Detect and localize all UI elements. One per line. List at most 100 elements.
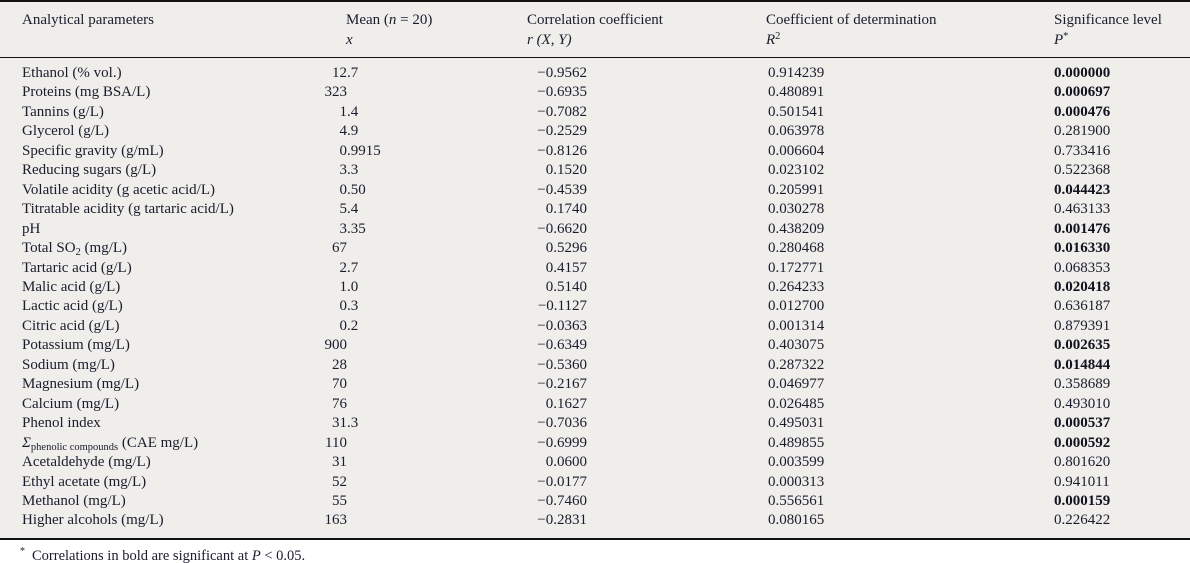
correlation-value: −0.2167 [537, 376, 587, 393]
parameter-cell: Reducing sugars (g/L) [22, 162, 157, 179]
table-row: Ethanol (% vol.) 12.7 −0.9562 0.914239 0… [0, 58, 1190, 84]
table-row: Citric acid (g/L) 0.2 −0.0363 0.001314 0… [0, 317, 1190, 336]
parameter-cell: Ethanol (% vol.) [22, 65, 122, 81]
parameter-cell: Titratable acidity (g tartaric acid/L) [22, 201, 234, 218]
r-squared-cell: 0.280468 [768, 240, 825, 257]
mean-fraction-part: .3 [347, 162, 359, 179]
r-squared-cell: 0.403075 [768, 337, 825, 354]
table-row: Potassium (mg/L) 900 −0.6349 0.403075 0.… [0, 336, 1190, 355]
mean-integer-part: 3 [339, 162, 348, 179]
correlation-cell: −0.2167 [527, 375, 766, 394]
r-squared-cell: 0.501541 [768, 103, 825, 120]
correlation-cell: −0.8126 [527, 142, 766, 161]
significance-cell: 0.014844 [1054, 356, 1111, 373]
significance-cell: 0.941011 [1054, 473, 1110, 490]
mean-cell: 1.0 [317, 278, 527, 297]
mean-cell: 5.4 [317, 200, 527, 219]
footnote-asterisk: * [20, 545, 25, 557]
header-label: Mean (n = 20) [346, 12, 433, 28]
table-row: Ethyl acetate (mg/L) 52 −0.0177 0.000313… [0, 473, 1190, 492]
mean-integer-part: 0 [339, 142, 348, 159]
mean-cell: 3.3 [317, 161, 527, 180]
correlation-cell: −0.6999 [527, 434, 766, 453]
mean-integer-part: 67 [332, 240, 347, 257]
table-row: Magnesium (mg/L) 70 −0.2167 0.046977 0.3… [0, 375, 1190, 394]
table-row: Phenol index 31.3 −0.7036 0.495031 0.000… [0, 414, 1190, 433]
correlation-cell: −0.6935 [527, 83, 766, 102]
correlation-cell: −0.7036 [527, 414, 766, 433]
mean-cell: 31.3 [317, 414, 527, 433]
mean-integer-part: 31 [332, 454, 347, 471]
table-row: Sodium (mg/L) 28 −0.5360 0.287322 0.0148… [0, 356, 1190, 375]
significance-cell: 0.020418 [1054, 278, 1111, 295]
mean-cell: 1.4 [317, 103, 527, 122]
significance-cell: 0.358689 [1054, 376, 1111, 393]
mean-fraction-part: .35 [347, 220, 366, 237]
mean-fraction-part: .4 [347, 201, 359, 218]
significance-cell: 0.879391 [1054, 317, 1111, 334]
parameter-cell: Glycerol (g/L) [22, 123, 110, 140]
mean-integer-part: 52 [332, 473, 347, 490]
table-row: Calcium (mg/L) 76 0.1627 0.026485 0.4930… [0, 395, 1190, 414]
correlation-value: −0.2529 [537, 123, 587, 140]
correlation-value: −0.0363 [537, 317, 587, 334]
col-header-significance-level: Significance level P* [1050, 2, 1190, 58]
correlation-value: 0.5296 [545, 240, 587, 257]
significance-cell: 0.733416 [1054, 142, 1111, 159]
mean-integer-part: 76 [332, 395, 347, 412]
correlation-value: −0.1127 [537, 298, 587, 315]
parameter-cell: Lactic acid (g/L) [22, 298, 123, 315]
correlation-value: 0.1520 [545, 162, 587, 179]
mean-cell: 55 [317, 492, 527, 511]
table-row: Glycerol (g/L) 4.9 −0.2529 0.063978 0.28… [0, 122, 1190, 141]
correlation-value: −0.4539 [537, 181, 587, 198]
significance-cell: 0.000476 [1054, 103, 1111, 120]
correlation-cell: −0.0363 [527, 317, 766, 336]
significance-cell: 0.016330 [1054, 240, 1111, 257]
r-squared-cell: 0.012700 [768, 298, 825, 315]
parameter-cell: Specific gravity (g/mL) [22, 142, 164, 159]
mean-integer-part: 1 [339, 278, 348, 295]
header-label: Coefficient of determination [766, 12, 937, 28]
r-squared-cell: 0.026485 [768, 395, 825, 412]
significance-cell: 0.493010 [1054, 395, 1111, 412]
mean-integer-part: 2 [339, 259, 348, 276]
table-row: Higher alcohols (mg/L) 163 −0.2831 0.080… [0, 511, 1190, 537]
significance-cell: 0.281900 [1054, 123, 1111, 140]
correlation-value: −0.9562 [537, 65, 587, 81]
header-sublabel [22, 30, 317, 50]
mean-cell: 0.50 [317, 181, 527, 200]
significance-cell: 0.000537 [1054, 415, 1111, 432]
parameter-cell: Tannins (g/L) [22, 103, 104, 120]
r-squared-cell: 0.264233 [768, 278, 825, 295]
r-squared-cell: 0.172771 [768, 259, 825, 276]
r-squared-cell: 0.000313 [768, 473, 825, 490]
correlation-value: −0.5360 [537, 356, 587, 373]
mean-cell: 3.35 [317, 220, 527, 239]
parameter-cell: Proteins (mg BSA/L) [22, 84, 151, 101]
mean-fraction-part: .2 [347, 317, 359, 334]
r-squared-cell: 0.080165 [768, 512, 825, 529]
mean-cell: 900 [317, 336, 527, 355]
mean-integer-part: 12 [332, 65, 347, 81]
correlation-cell: 0.5296 [527, 239, 766, 258]
significance-cell: 0.000159 [1054, 492, 1111, 509]
r-squared-cell: 0.063978 [768, 123, 825, 140]
table-row: Methanol (mg/L) 55 −0.7460 0.556561 0.00… [0, 492, 1190, 511]
correlation-cell: −0.1127 [527, 297, 766, 316]
col-header-mean: Mean (n = 20) x [317, 2, 527, 58]
table-row: pH 3.35 −0.6620 0.438209 0.001476 [0, 220, 1190, 239]
mean-integer-part: 323 [324, 84, 348, 101]
r-squared-cell: 0.438209 [768, 220, 825, 237]
mean-cell: 0.2 [317, 317, 527, 336]
correlation-cell: 0.4157 [527, 259, 766, 278]
correlation-cell: −0.2529 [527, 122, 766, 141]
parameter-cell: Higher alcohols (mg/L) [22, 512, 164, 529]
correlation-value: −0.0177 [537, 473, 587, 490]
significance-cell: 0.226422 [1054, 512, 1111, 529]
correlation-value: −0.7036 [537, 415, 587, 432]
mean-integer-part: 0 [339, 181, 348, 198]
mean-integer-part: 0 [339, 317, 348, 334]
correlation-value: −0.6349 [537, 337, 587, 354]
